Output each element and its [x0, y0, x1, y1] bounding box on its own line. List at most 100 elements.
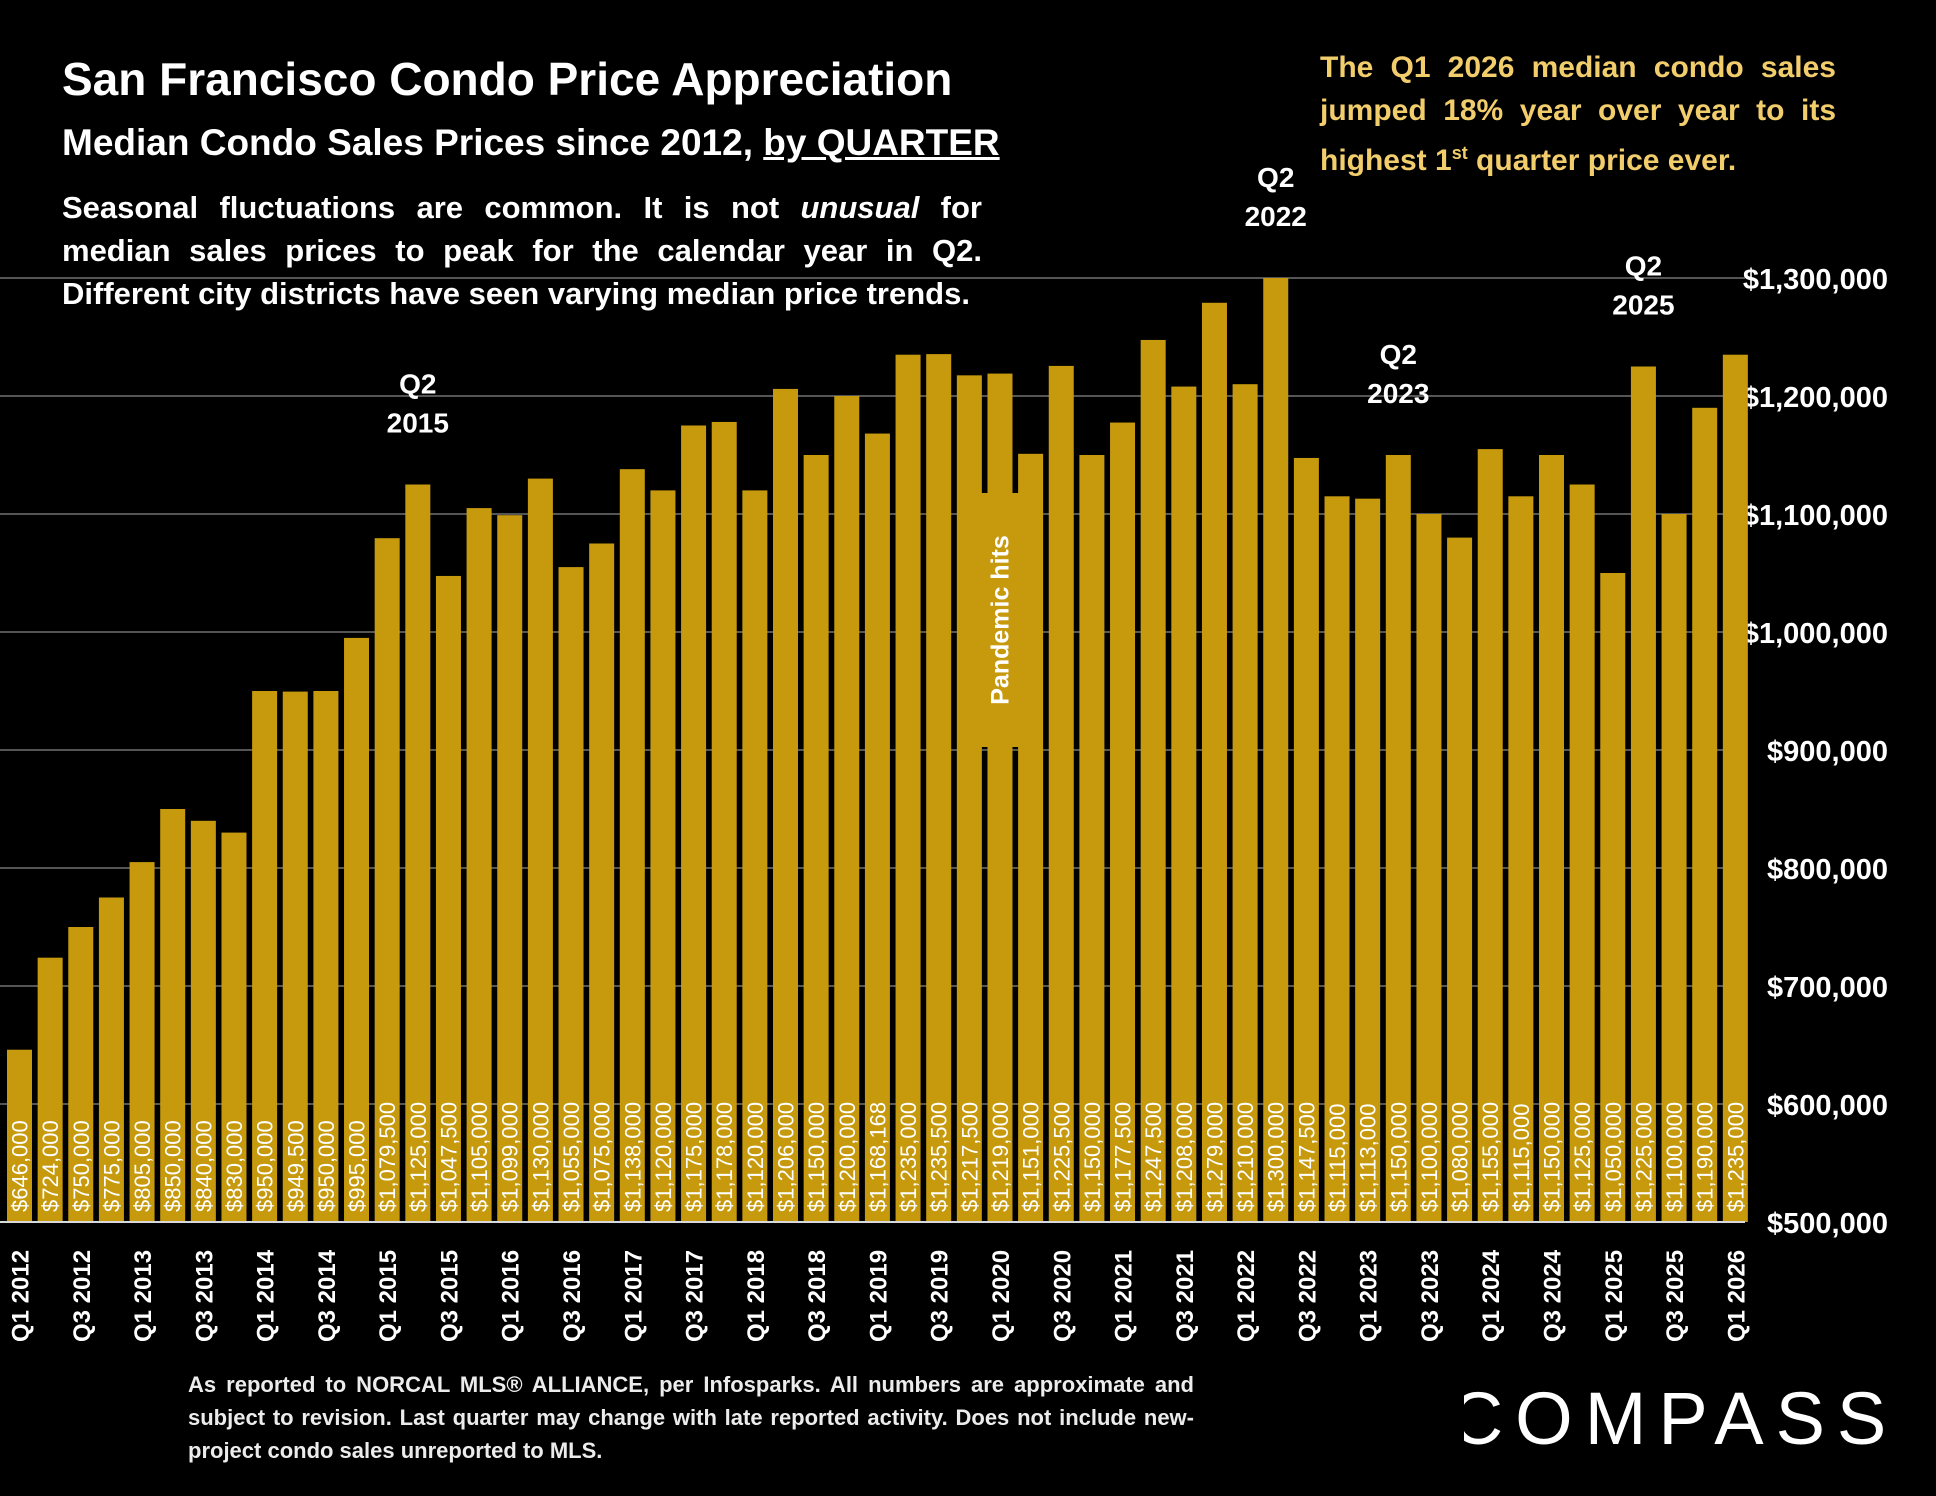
- bar: [1324, 496, 1350, 1222]
- bar: [1416, 514, 1442, 1222]
- x-tick-label: Q3 2015: [436, 1250, 463, 1342]
- x-tick-label: Q3 2012: [69, 1250, 96, 1342]
- bar: [374, 538, 400, 1222]
- bar-value-label: $1,120,000: [743, 1102, 768, 1212]
- x-tick-label: Q1 2022: [1233, 1250, 1260, 1342]
- chart-title: San Francisco Condo Price Appreciation: [62, 53, 953, 105]
- bar-value-label: $1,150,000: [1080, 1102, 1105, 1212]
- x-tick-label: Q1 2024: [1478, 1249, 1505, 1342]
- peak-annotation: 2025: [1612, 290, 1674, 321]
- bar-value-label: $830,000: [222, 1120, 247, 1212]
- compass-logo: COMPASS: [1464, 1377, 1884, 1460]
- bar-value-label: $1,047,500: [436, 1102, 461, 1212]
- x-tick-label: Q3 2014: [314, 1249, 341, 1342]
- x-tick-label: Q3 2016: [559, 1250, 586, 1342]
- bar: [313, 691, 339, 1222]
- bar: [1232, 384, 1258, 1222]
- bar: [1110, 422, 1136, 1222]
- x-tick-label: Q1 2014: [253, 1249, 280, 1342]
- bar: [1692, 407, 1718, 1222]
- peak-annotation: Q2: [1257, 162, 1294, 193]
- bar: [864, 433, 890, 1222]
- bar-value-label: $1,206,000: [774, 1102, 799, 1212]
- source-footnote: As reported to NORCAL MLS® ALLIANCE, per…: [188, 1372, 1194, 1463]
- x-tick-label: Q1 2020: [988, 1250, 1015, 1342]
- bar: [252, 691, 278, 1222]
- y-tick-label: $1,000,000: [1743, 618, 1888, 650]
- bar-value-label: $1,138,000: [620, 1102, 645, 1212]
- bar: [1140, 339, 1166, 1222]
- x-tick-label: Q3 2024: [1540, 1249, 1567, 1342]
- y-tick-label: $1,300,000: [1743, 264, 1888, 296]
- peak-annotation: 2023: [1367, 378, 1429, 409]
- bar-value-label: $1,210,000: [1233, 1102, 1258, 1212]
- y-tick-label: $1,200,000: [1743, 382, 1888, 414]
- bar: [1569, 484, 1595, 1222]
- bar: [1018, 453, 1044, 1222]
- bar: [221, 832, 247, 1222]
- bar: [466, 508, 492, 1223]
- bar: [527, 478, 553, 1223]
- bar-value-label: $995,000: [345, 1120, 370, 1212]
- bar-value-label: $1,225,500: [1049, 1102, 1074, 1212]
- bar: [773, 388, 798, 1222]
- bar-value-label: $1,151,000: [1019, 1102, 1044, 1212]
- bar-value-label: $1,105,000: [467, 1102, 492, 1212]
- x-tick-label: Q1 2013: [130, 1250, 157, 1342]
- bar-value-label: $1,235,000: [1723, 1102, 1748, 1212]
- y-tick-label: $900,000: [1767, 736, 1888, 768]
- bar-value-label: $949,500: [283, 1120, 308, 1212]
- bar-value-label: $950,000: [253, 1120, 278, 1212]
- y-tick-label: $700,000: [1767, 972, 1888, 1004]
- y-tick-label: $500,000: [1767, 1208, 1888, 1240]
- bar: [129, 862, 155, 1222]
- bar-value-label: $1,055,000: [559, 1102, 584, 1212]
- x-tick-label: Q3 2023: [1417, 1250, 1444, 1342]
- bar-value-label: $1,155,000: [1478, 1102, 1503, 1212]
- bar: [1477, 449, 1503, 1223]
- bar: [681, 425, 707, 1222]
- x-tick-label: Q1 2026: [1723, 1250, 1750, 1342]
- bar-value-label: $1,235,000: [896, 1102, 921, 1212]
- x-tick-label: Q1 2015: [375, 1250, 402, 1342]
- x-tick-label: Q1 2021: [1111, 1250, 1138, 1342]
- bar: [1079, 455, 1105, 1222]
- subtitle-by-quarter: by QUARTER: [763, 122, 1000, 163]
- bar-value-label: $1,177,500: [1111, 1102, 1136, 1212]
- bar-value-label: $1,147,500: [1294, 1102, 1319, 1212]
- x-tick-label: Q3 2019: [927, 1250, 954, 1342]
- x-tick-label: Q1 2023: [1356, 1250, 1383, 1342]
- bar-value-label: $1,125,000: [1570, 1102, 1595, 1212]
- x-tick-label: Q3 2020: [1049, 1250, 1076, 1342]
- bar-value-label: $1,247,500: [1141, 1102, 1166, 1212]
- x-tick-label: Q3 2022: [1294, 1250, 1321, 1342]
- x-tick-label: Q3 2018: [804, 1250, 831, 1342]
- bar-value-label: $1,125,000: [406, 1102, 431, 1212]
- bar-value-label: $1,175,000: [682, 1102, 707, 1212]
- chart-subtitle: Median Condo Sales Prices since 2012, by…: [62, 122, 1000, 164]
- bar-value-label: $840,000: [191, 1120, 216, 1212]
- bar: [1385, 455, 1411, 1222]
- x-tick-label: Q1 2025: [1601, 1250, 1628, 1342]
- bar-value-label: $1,217,500: [957, 1102, 982, 1212]
- description-emphasis: unusual: [800, 190, 920, 225]
- bar: [1508, 496, 1534, 1222]
- bar: [1630, 366, 1656, 1222]
- bar-value-label: $805,000: [130, 1120, 155, 1212]
- description-part-2: for median sales prices to peak for the …: [62, 190, 982, 311]
- bar: [98, 897, 124, 1222]
- bar: [282, 691, 308, 1222]
- x-tick-label: Q1 2012: [8, 1250, 35, 1342]
- y-tick-label: $800,000: [1767, 854, 1888, 886]
- bar-value-label: $724,000: [38, 1120, 63, 1212]
- x-tick-label: Q1 2017: [620, 1250, 647, 1342]
- bar-value-label: $1,150,000: [804, 1102, 829, 1212]
- bar-value-label: $1,120,000: [651, 1102, 676, 1212]
- bar-value-label: $750,000: [69, 1120, 94, 1212]
- bar-value-label: $1,178,000: [712, 1102, 737, 1212]
- bar-value-label: $1,050,000: [1601, 1102, 1626, 1212]
- bar: [497, 515, 523, 1222]
- bar-value-label: $1,099,000: [498, 1102, 523, 1212]
- bar: [895, 354, 921, 1222]
- bar: [589, 543, 615, 1222]
